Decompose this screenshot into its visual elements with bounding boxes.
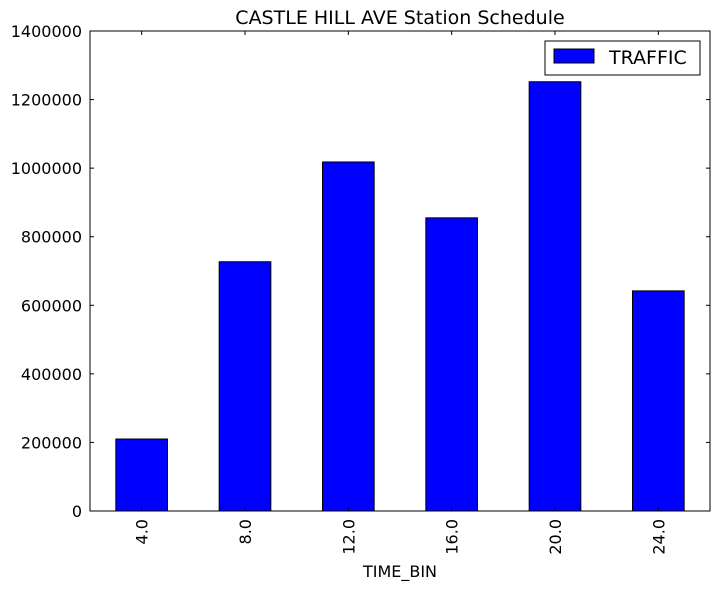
- x-tick-label: 12.0: [339, 519, 358, 555]
- y-tick-label: 600000: [21, 296, 82, 315]
- y-tick-label: 200000: [21, 433, 82, 452]
- x-tick-label: 4.0: [133, 519, 152, 544]
- x-tick-label: 24.0: [649, 519, 668, 555]
- y-axis: 0 200000 400000 600000 800000 1000000 1200000 1…: [11, 22, 710, 521]
- bar-16.0: [425, 217, 479, 512]
- bars-layer: [115, 81, 685, 512]
- y-tick-label: 0: [72, 502, 82, 521]
- bar-4.0: [115, 438, 169, 512]
- x-tick-label: 20.0: [546, 519, 565, 555]
- legend-swatch: [553, 48, 595, 64]
- x-tick-label: 16.0: [443, 519, 462, 555]
- x-tick-label: 8.0: [236, 519, 255, 544]
- y-tick-label: 400000: [21, 365, 82, 384]
- x-axis-label: TIME_BIN: [362, 562, 437, 582]
- bar-20.0: [528, 81, 582, 512]
- y-tick-label: 1400000: [11, 22, 82, 41]
- y-tick-label: 1200000: [11, 91, 82, 110]
- legend: TRAFFIC: [544, 40, 701, 76]
- plot-frame: [89, 30, 711, 512]
- y-tick-label: 800000: [21, 228, 82, 247]
- chart-title: CASTLE HILL AVE Station Schedule: [235, 7, 564, 29]
- bar-24.0: [632, 290, 685, 512]
- x-axis: 4.0 8.0 12.0 16.0 20.0 24.0: [133, 31, 668, 555]
- bar-12.0: [322, 161, 375, 512]
- legend-label: TRAFFIC: [608, 47, 687, 69]
- bar-8.0: [218, 261, 272, 512]
- y-tick-label: 1000000: [11, 159, 82, 178]
